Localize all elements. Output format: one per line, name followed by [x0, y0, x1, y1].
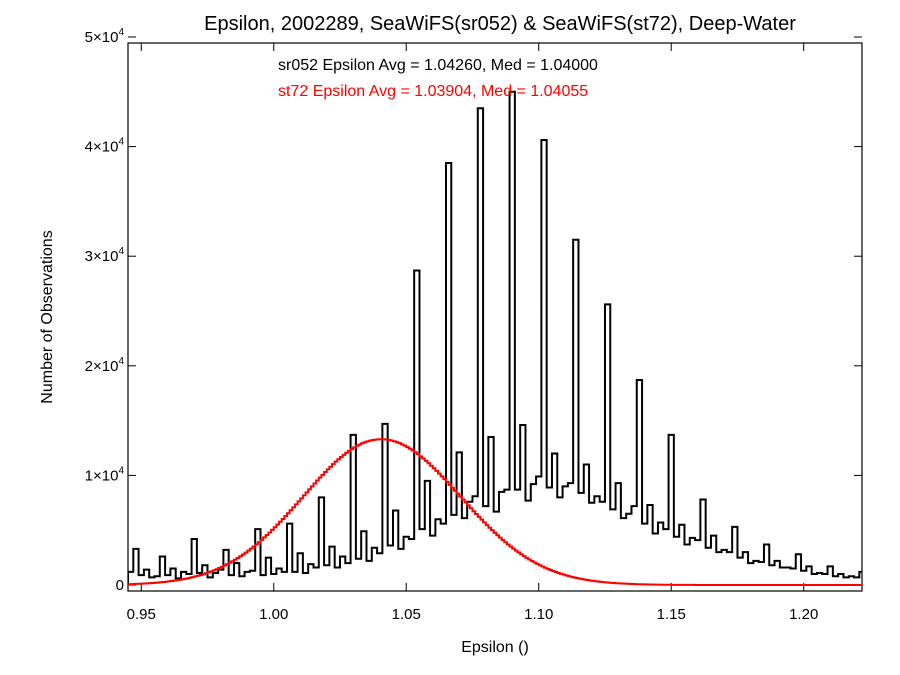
x-axis: 0.95 1.00 1.05 1.10 1.15 1.20	[127, 43, 818, 623]
y-tick-label: 0	[116, 577, 124, 594]
series-sr052-histogram	[128, 90, 862, 585]
y-tick-label: 4×104	[85, 137, 125, 156]
x-tick-label: 1.05	[392, 606, 421, 623]
x-axis-label: Epsilon ()	[461, 639, 529, 656]
y-tick-label: 1×104	[85, 465, 125, 484]
y-tick-label: 3×104	[85, 246, 125, 265]
annotation-sr052-stats: sr052 Epsilon Avg = 1.04260, Med = 1.040…	[278, 57, 598, 74]
x-tick-label: 1.20	[789, 606, 818, 623]
y-tick-label: 2×104	[85, 356, 125, 375]
x-tick-label: 1.15	[657, 606, 686, 623]
x-tick-label: 1.00	[259, 606, 288, 623]
x-tick-label: 0.95	[127, 606, 156, 623]
y-axis-label: Number of Observations	[39, 230, 56, 403]
annotation-st72-stats: st72 Epsilon Avg = 1.03904, Med = 1.0405…	[278, 83, 588, 100]
plot-frame	[127, 42, 863, 592]
y-tick-label: 5×104	[85, 27, 125, 46]
series-st72-histogram	[128, 438, 862, 586]
chart-title: Epsilon, 2002289, SeaWiFS(sr052) & SeaWi…	[204, 13, 796, 35]
x-tick-label: 1.10	[524, 606, 553, 623]
